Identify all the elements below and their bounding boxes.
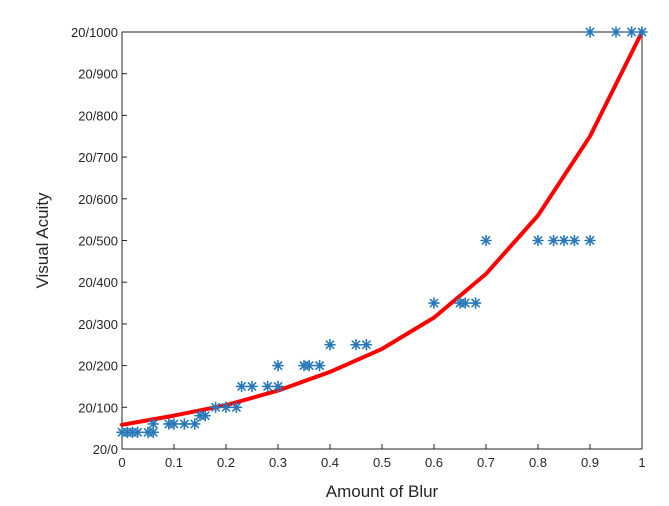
data-point — [246, 380, 258, 393]
y-tick-label: 20/300 — [78, 317, 118, 332]
data-point — [558, 234, 570, 247]
data-point — [230, 401, 243, 414]
data-point — [324, 338, 336, 351]
data-point — [147, 426, 159, 439]
data-point — [220, 401, 232, 414]
scatter-points-layer — [116, 26, 648, 439]
data-point — [568, 234, 581, 247]
x-tick-label: 0.9 — [581, 455, 599, 470]
data-point — [480, 234, 492, 247]
x-tick-label: 0.3 — [269, 455, 287, 470]
x-tick-label: 0.7 — [477, 455, 495, 470]
y-tick-label: 20/0 — [93, 442, 118, 457]
x-tick-label: 0 — [118, 455, 125, 470]
data-point — [350, 338, 362, 351]
data-point — [168, 418, 180, 430]
data-point — [547, 234, 560, 247]
x-axis: 0 0.1 0.2 0.3 0.4 0.5 0.6 0.7 0.8 0.9 1 — [118, 444, 646, 470]
x-axis-label: Amount of Blur — [326, 482, 439, 501]
data-point — [469, 297, 482, 309]
y-tick-label: 20/400 — [78, 275, 118, 290]
data-point — [189, 418, 201, 430]
y-axis: 20/0 20/100 20/200 20/300 20/400 20/500 20/600… — [71, 25, 127, 457]
data-point — [261, 380, 274, 393]
data-point — [360, 338, 373, 351]
x-tick-label: 1 — [638, 455, 645, 470]
data-point — [532, 234, 544, 247]
y-tick-label: 20/700 — [78, 150, 118, 165]
data-point — [303, 359, 316, 372]
y-tick-label: 20/600 — [78, 192, 118, 207]
x-tick-label: 0.2 — [217, 455, 235, 470]
data-point — [235, 380, 248, 393]
data-point — [272, 359, 284, 372]
x-tick-label: 0.5 — [373, 455, 391, 470]
data-point — [313, 359, 326, 372]
y-tick-label: 20/200 — [78, 359, 118, 374]
data-point — [428, 297, 440, 309]
data-point — [459, 297, 472, 309]
fit-curve — [120, 30, 644, 427]
data-point — [147, 418, 159, 430]
data-point — [584, 234, 596, 247]
data-point — [178, 418, 191, 430]
y-tick-label: 20/800 — [78, 108, 118, 123]
data-point — [610, 26, 622, 38]
x-tick-label: 0.6 — [425, 455, 443, 470]
x-tick-label: 0.1 — [165, 455, 183, 470]
data-point — [199, 409, 211, 422]
data-point — [636, 26, 648, 38]
y-tick-label: 20/500 — [78, 234, 118, 249]
y-axis-label: Visual Acuity — [33, 192, 52, 289]
y-tick-label: 20/100 — [78, 400, 118, 415]
fit-curve-layer — [120, 30, 644, 427]
x-tick-label: 0.8 — [529, 455, 547, 470]
data-point — [272, 380, 284, 393]
data-point — [131, 426, 144, 439]
data-point — [209, 401, 222, 414]
data-point — [584, 26, 596, 38]
x-tick-label: 0.4 — [321, 455, 339, 470]
data-point — [625, 26, 638, 38]
y-tick-label: 20/900 — [78, 67, 118, 82]
y-tick-label: 20/1000 — [71, 25, 118, 40]
